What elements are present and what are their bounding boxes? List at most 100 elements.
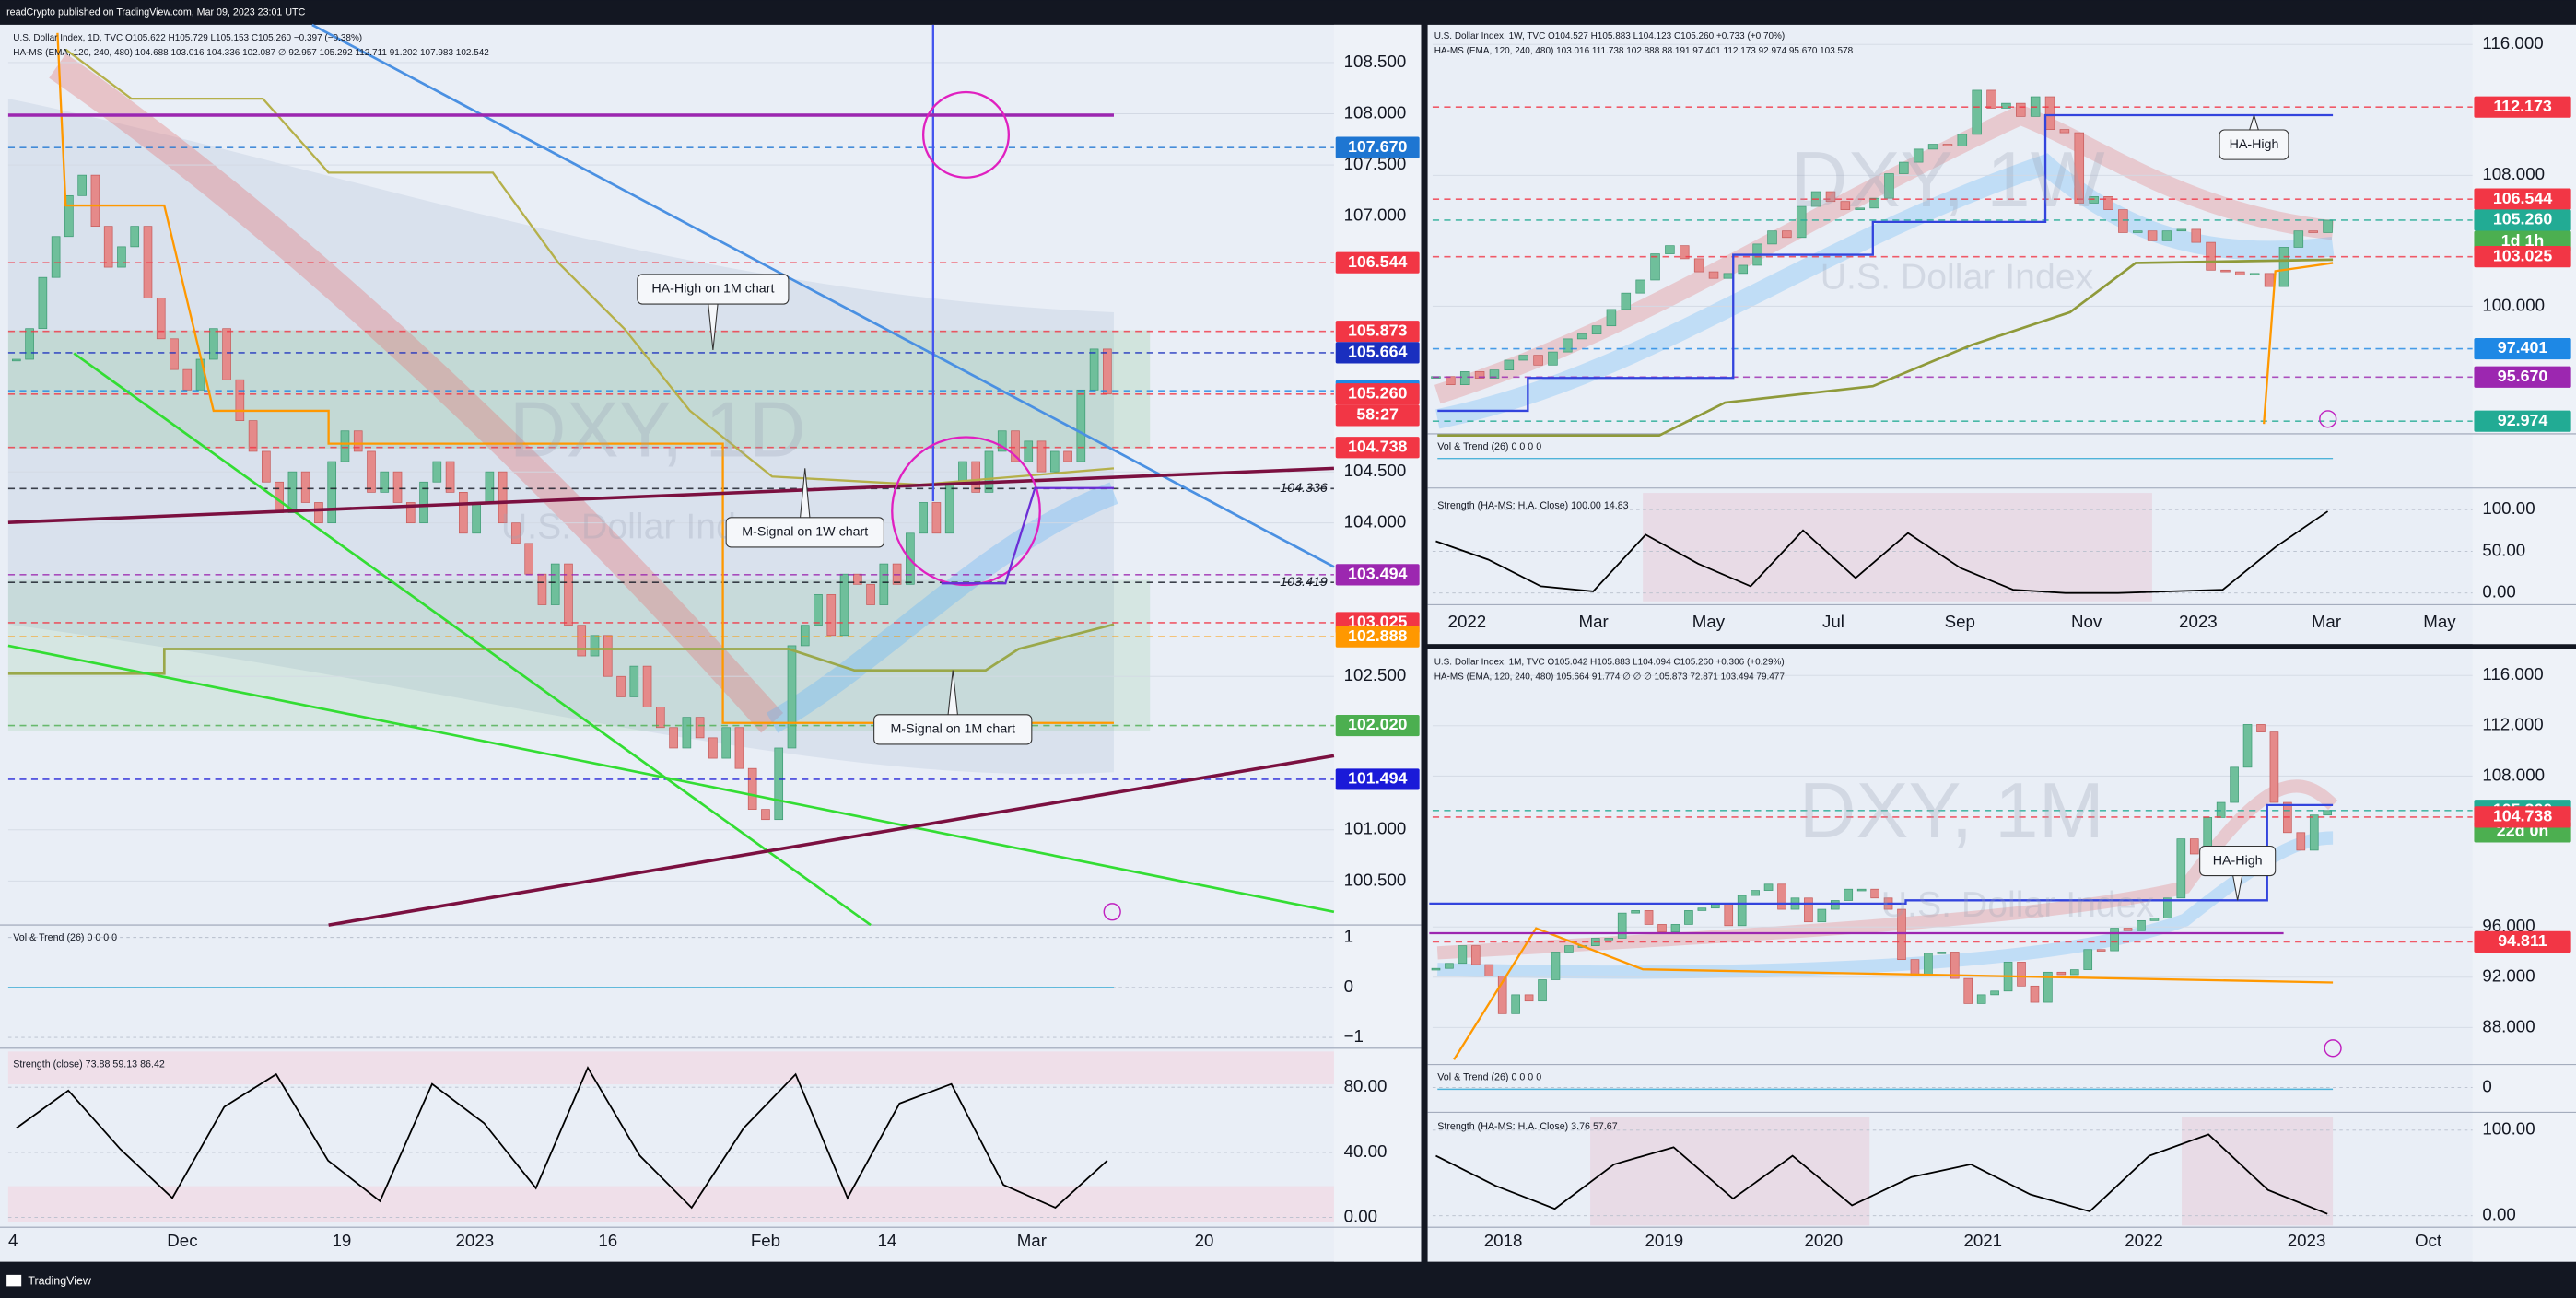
y-tick-label: 116.000 [2482, 33, 2543, 53]
x-tick-label: 4 [8, 1231, 18, 1250]
x-tick-label: 2023 [456, 1231, 495, 1250]
y-tick-label: 92.000 [2482, 966, 2535, 986]
candle [2309, 814, 2319, 851]
candle [1617, 912, 1627, 939]
candle [603, 635, 613, 677]
candle [1024, 440, 1034, 462]
x-tick-label: 2022 [2125, 1231, 2163, 1250]
pane-tick-label: 100.00 [2482, 1119, 2535, 1139]
y-tick-label: 100.500 [1344, 870, 1407, 889]
candle [248, 420, 258, 452]
annotation-pointer [799, 468, 811, 520]
watermark-subtitle: U.S. Dollar Index [1821, 257, 2094, 298]
candle [1751, 890, 1760, 896]
pane-title: Strength (HA-MS: H.A. Close) 100.00 14.8… [1437, 500, 1628, 511]
level-label: 112.173 [2493, 97, 2552, 115]
candle [1665, 245, 1675, 254]
candle [170, 338, 179, 370]
candle [353, 430, 363, 452]
annotation: HA-High [2213, 853, 2263, 868]
indicator-line: HA-MS (EMA, 120, 240, 480) 103.016 111.7… [1434, 46, 1854, 56]
x-tick-label: Feb [751, 1231, 780, 1250]
candle [1869, 197, 1879, 209]
candle [1910, 959, 1920, 976]
candle [590, 635, 600, 657]
candle [800, 625, 810, 647]
candle [419, 481, 428, 524]
candle [2017, 962, 2026, 987]
candle [2176, 228, 2187, 232]
candle [866, 583, 875, 605]
candle [1927, 144, 1938, 150]
candle [498, 471, 508, 524]
candle [629, 665, 639, 697]
pane-tick-label: −1 [1344, 1026, 1364, 1046]
level-box [2474, 188, 2571, 210]
strength-line [1435, 1133, 2328, 1215]
candle [12, 358, 21, 362]
candle [2220, 269, 2231, 273]
candle [2016, 102, 2026, 117]
candle [2296, 832, 2306, 851]
candle [117, 246, 126, 268]
candle [564, 563, 573, 626]
level-box [2474, 806, 2571, 828]
indicator-line: HA-MS (EMA, 120, 240, 480) 105.664 91.77… [1434, 672, 1786, 682]
panel-left [0, 24, 1422, 1262]
candle [1563, 338, 1573, 353]
candle [1484, 964, 1494, 976]
level-label: 105.260 [1348, 383, 1408, 402]
candle [1518, 355, 1528, 361]
y-tick-label: 100.000 [2482, 295, 2545, 314]
y-tick-label: 108.000 [2482, 164, 2545, 183]
candle [327, 461, 337, 524]
price-axis [2472, 649, 2576, 1262]
candle [1767, 230, 1777, 245]
y-tick-label: 107.000 [1344, 205, 1407, 224]
x-tick-label: Oct [2415, 1231, 2442, 1250]
strength-line [16, 1066, 1108, 1210]
candle [2163, 897, 2172, 918]
watermark: DXY, 1M [1799, 767, 2104, 855]
candle [1830, 900, 1840, 910]
annotation-box [2199, 845, 2277, 877]
pane-tick-label: 0 [1344, 976, 1353, 996]
level-label: 105.664 [1348, 343, 1408, 361]
candle [2176, 838, 2186, 899]
level-box [2474, 209, 2571, 231]
candle [2118, 209, 2128, 233]
candle [1986, 89, 1996, 109]
strength-line [1435, 510, 2329, 594]
candle [2147, 230, 2158, 241]
level-box [1335, 768, 1420, 790]
x-tick-label: 2021 [1963, 1231, 2002, 1250]
candle [235, 379, 245, 421]
candle [2308, 230, 2318, 233]
watermark-subtitle: U.S. Dollar Index [1881, 884, 2155, 925]
candle [1011, 430, 1020, 462]
pane-tick-label: 0.00 [1344, 1207, 1377, 1226]
level-label: 102.020 [1348, 715, 1408, 733]
candle [537, 573, 547, 605]
candle [1474, 371, 1485, 379]
candle [222, 328, 231, 380]
candle [405, 502, 416, 524]
candle [1708, 271, 1719, 279]
candle [340, 430, 350, 462]
candle [747, 767, 757, 810]
candle [1657, 924, 1667, 932]
candle [1680, 245, 1690, 260]
annotation: M-Signal on 1M chart [891, 722, 1015, 737]
candle [1817, 908, 1827, 923]
candle [958, 461, 967, 483]
candle [1976, 994, 1986, 1004]
candle [669, 727, 678, 749]
watermark: DXY, 1D [509, 386, 806, 474]
pane-tick-label: 1 [1344, 927, 1353, 946]
level-box [1335, 321, 1420, 343]
level-label: 92.974 [2498, 411, 2548, 429]
candle [2069, 969, 2079, 976]
candle [1650, 253, 1660, 281]
candle [1963, 977, 1973, 1004]
pane-tick-label: 100.00 [2482, 498, 2535, 518]
